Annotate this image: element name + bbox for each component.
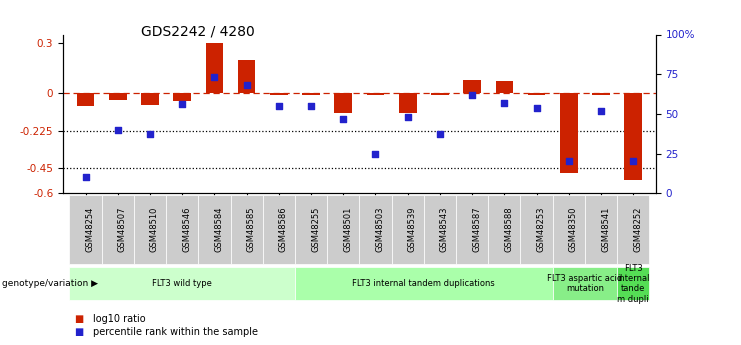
Bar: [76, 93, 94, 106]
Text: GSM48510: GSM48510: [150, 207, 159, 252]
Point: [337, 116, 349, 121]
Text: GSM48252: GSM48252: [634, 207, 642, 252]
Text: log10 ratio: log10 ratio: [93, 314, 145, 324]
Point: [563, 159, 575, 164]
Point: [144, 132, 156, 137]
Point: [434, 132, 446, 137]
Text: ■: ■: [74, 314, 83, 324]
Point: [370, 151, 382, 156]
Bar: [302, 93, 320, 95]
Text: ■: ■: [74, 327, 83, 337]
Point: [241, 82, 253, 88]
Text: GSM48586: GSM48586: [279, 207, 288, 252]
Text: percentile rank within the sample: percentile rank within the sample: [93, 327, 258, 337]
Text: GSM48253: GSM48253: [536, 207, 545, 252]
Bar: [334, 93, 352, 113]
Text: genotype/variation ▶: genotype/variation ▶: [2, 279, 99, 288]
Text: GDS2242 / 4280: GDS2242 / 4280: [141, 24, 255, 38]
Text: FLT3 wild type: FLT3 wild type: [152, 279, 212, 288]
Bar: [109, 93, 127, 100]
Text: GSM48507: GSM48507: [118, 207, 127, 252]
Text: GSM48255: GSM48255: [311, 207, 320, 252]
Bar: [560, 93, 578, 173]
Bar: [431, 93, 449, 95]
Bar: [399, 93, 416, 113]
Text: FLT3 aspartic acid
mutation: FLT3 aspartic acid mutation: [548, 274, 622, 294]
Point: [466, 92, 478, 98]
Point: [208, 75, 220, 80]
Text: GSM48501: GSM48501: [343, 207, 352, 252]
Point: [499, 100, 511, 106]
Text: FLT3 internal tandem duplications: FLT3 internal tandem duplications: [353, 279, 495, 288]
Bar: [528, 93, 545, 95]
Bar: [141, 93, 159, 105]
Bar: [625, 93, 642, 180]
Point: [402, 114, 413, 120]
Point: [531, 105, 542, 110]
Text: GSM48539: GSM48539: [408, 207, 416, 252]
Text: GSM48585: GSM48585: [247, 207, 256, 252]
Text: GSM48543: GSM48543: [440, 207, 449, 252]
Text: GSM48254: GSM48254: [85, 207, 95, 252]
Point: [176, 101, 188, 107]
Point: [273, 103, 285, 109]
Bar: [270, 93, 288, 95]
Bar: [238, 60, 256, 93]
Text: GSM48587: GSM48587: [472, 207, 481, 252]
Bar: [367, 93, 385, 95]
Text: GSM48584: GSM48584: [214, 207, 223, 252]
Bar: [173, 93, 191, 101]
Text: FLT3
internal
tande
m dupli: FLT3 internal tande m dupli: [617, 264, 649, 304]
Text: GSM48546: GSM48546: [182, 207, 191, 252]
Bar: [592, 93, 610, 95]
Text: GSM48503: GSM48503: [376, 207, 385, 252]
Bar: [205, 43, 223, 93]
Bar: [463, 80, 481, 93]
Text: GSM48588: GSM48588: [505, 207, 514, 252]
Point: [628, 159, 639, 164]
Point: [112, 127, 124, 132]
Text: GSM48350: GSM48350: [569, 207, 578, 252]
Point: [79, 175, 91, 180]
Text: GSM48541: GSM48541: [601, 207, 610, 252]
Bar: [496, 81, 514, 93]
Point: [305, 103, 317, 109]
Point: [595, 108, 607, 114]
